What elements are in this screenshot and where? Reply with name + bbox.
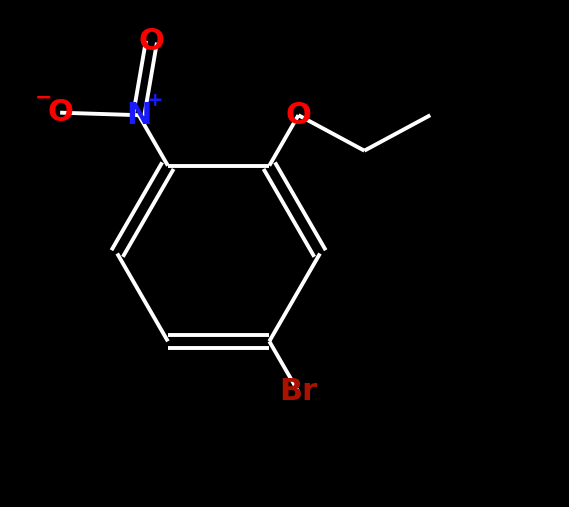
Text: O: O	[286, 101, 311, 130]
Text: O: O	[47, 98, 73, 127]
Text: N: N	[126, 101, 151, 130]
Text: O: O	[138, 27, 164, 56]
Text: −: −	[35, 87, 53, 107]
Text: +: +	[147, 91, 163, 111]
Text: Br: Br	[279, 377, 318, 406]
